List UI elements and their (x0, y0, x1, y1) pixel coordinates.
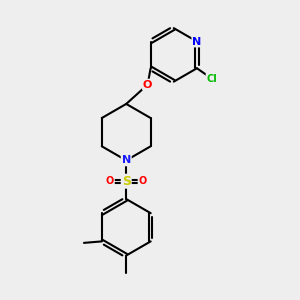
Text: O: O (143, 80, 152, 90)
Text: N: N (192, 37, 202, 46)
Text: O: O (106, 176, 114, 186)
Text: N: N (122, 155, 131, 165)
Text: Cl: Cl (206, 74, 217, 84)
Text: S: S (122, 175, 131, 188)
Text: O: O (138, 176, 147, 186)
